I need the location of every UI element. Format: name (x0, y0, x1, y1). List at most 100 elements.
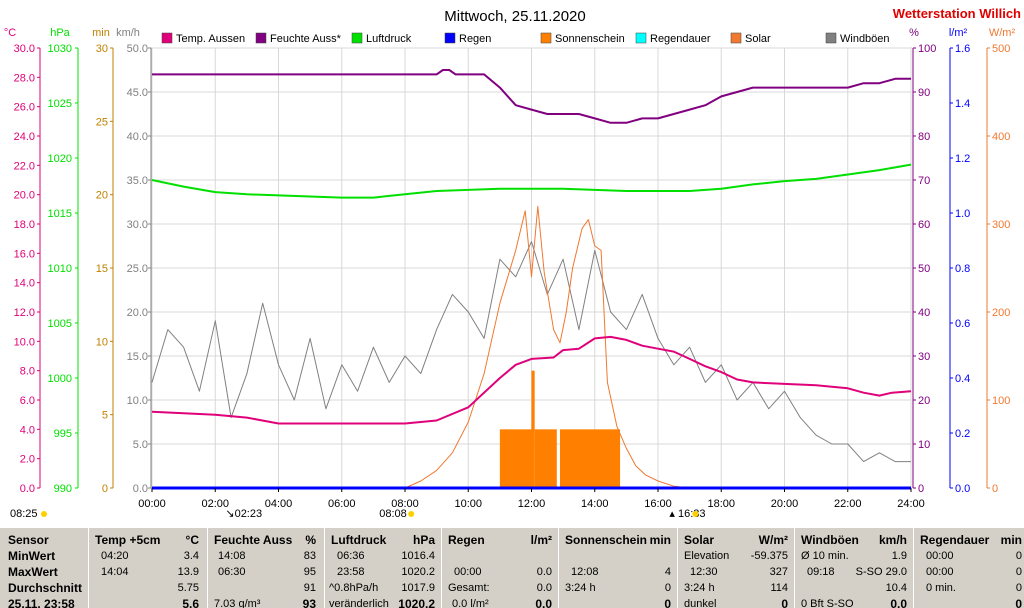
temp-avg: 5.75 (177, 582, 199, 594)
pressure-tick-label: 995 (54, 428, 72, 440)
pressure-axis-unit: hPa (50, 27, 70, 39)
gust-avg10: 1.9 (891, 550, 907, 562)
legend-label: Windböen (840, 33, 890, 45)
rain-tick-label: 0.6 (955, 318, 970, 330)
sun-moon-markers: 08:25 ↘02:23 08:08 ▴ 16:33 (10, 508, 706, 520)
wind-axis-unit: km/h (116, 27, 140, 39)
humidity-tick-label: 20 (918, 395, 930, 407)
legend-label: Regen (459, 33, 491, 45)
pressure-tick-label: 1010 (48, 263, 72, 275)
humidity-tick-label: 10 (918, 439, 930, 451)
legend-swatch (825, 32, 837, 44)
humidity-tick-label: 70 (918, 175, 930, 187)
wind-tick-label: 10.0 (127, 395, 148, 407)
minutes-tick-label: 0 (102, 483, 108, 495)
humidity-tick-label: 0 (918, 483, 924, 495)
sunshine-max: 4 (664, 566, 671, 578)
wind-tick-label: 0.0 (133, 483, 148, 495)
x-tick-label: 06:00 (328, 498, 356, 510)
temp-max-time: 14:04 (101, 566, 129, 578)
sunset-icon (692, 511, 699, 517)
solar-tick-label: 300 (992, 219, 1010, 231)
rain-tick-label: 0.8 (955, 263, 970, 275)
temp-min: 3.4 (183, 550, 199, 562)
rain-max-time: 00:00 (454, 566, 482, 578)
wind-tick-label: 15.0 (127, 351, 148, 363)
humidity-tick-label: 100 (918, 43, 936, 55)
pressure-tick-label: 1025 (48, 98, 72, 110)
legend-label: Temp. Aussen (176, 33, 245, 45)
solar-title: Solar (684, 533, 715, 547)
label-max: MaxWert (8, 565, 58, 579)
solar-avg: 114 (770, 582, 788, 594)
x-tick-label: 22:00 (834, 498, 862, 510)
x-tick-label: 12:00 (518, 498, 546, 510)
minutes-tick-label: 20 (96, 190, 108, 202)
pressure-tick-label: 1000 (48, 373, 72, 385)
humidity-tick-label: 50 (918, 263, 930, 275)
pressure-min: 1016.4 (401, 550, 435, 562)
left-axes: 30.0 28.0 26.0 24.0 22.0 20.0 18.0 16.0 14.0 12.0… (14, 43, 152, 495)
temp-tick-label: 22.0 (14, 160, 35, 172)
label-sensor: Sensor (8, 533, 49, 547)
minutes-tick-label: 10 (96, 336, 108, 348)
humidity-title: Feuchte Auss (214, 533, 293, 547)
solar-unit: W/m² (758, 533, 788, 547)
wind-tick-label: 45.0 (127, 87, 148, 99)
temp-max: 13.9 (177, 566, 199, 578)
minutes-tick-label: 30 (96, 43, 108, 55)
series-solar (404, 205, 690, 489)
table-col-pressure: Luftdruck hPa 06:36 1016.4 23:58 1020.2 ^0.… (325, 528, 441, 608)
wind-tick-label: 5.0 (133, 439, 148, 451)
table-row-labels: Sensor MinWert MaxWert Durchschnitt 25.1… (0, 528, 88, 608)
gust-max-time: 09:18 (807, 566, 835, 578)
gust-avg10-label: Ø 10 min. (801, 550, 849, 562)
table-col-solar: Solar W/m² Elevation -59.375 12:30 327 3:24… (678, 528, 794, 608)
rain-duration-min-time: 00:00 (926, 550, 954, 562)
rain-tick-label: 0.0 (955, 483, 970, 495)
minutes-axis-unit: min (92, 27, 110, 39)
humidity-abs: 7.03 g/m³ (214, 598, 261, 608)
legend-label: Luftdruck (366, 33, 412, 45)
temp-now: 5.6 (182, 597, 199, 608)
x-tick-label: 18:00 (707, 498, 735, 510)
rain-duration-unit: min (1000, 533, 1022, 547)
pressure-tick-label: 1020 (48, 153, 72, 165)
temp-tick-label: 30.0 (14, 43, 35, 55)
pressure-tick-label: 1005 (48, 318, 72, 330)
x-tick-label: 20:00 (771, 498, 799, 510)
temp-tick-label: 8.0 (20, 366, 35, 378)
temp-title: Temp +5cm (95, 533, 161, 547)
legend-swatch (161, 32, 173, 44)
rain-tick-label: 1.4 (955, 98, 970, 110)
solar-elevation-label: Elevation (684, 550, 730, 562)
temp-tick-label: 18.0 (14, 219, 35, 231)
temp-tick-label: 28.0 (14, 72, 35, 84)
temp-tick-label: 16.0 (14, 248, 35, 260)
legend-label: Solar (745, 33, 771, 45)
pressure-max-time: 23:58 (337, 566, 365, 578)
table-col-rain: Regen l/m² 00:00 0.0 Gesamt: 0.0 0.0 l/m² 0.… (442, 528, 558, 608)
humidity-tick-label: 60 (918, 219, 930, 231)
x-tick-label: 04:00 (265, 498, 293, 510)
x-tick-label: 02:00 (201, 498, 229, 510)
pressure-tendency: veränderlich (329, 598, 389, 608)
x-tick-label: 14:00 (581, 498, 609, 510)
gust-max: S-SO 29.0 (855, 566, 907, 578)
temp-unit: °C (185, 533, 199, 547)
chart-legend: Temp. Aussen Feuchte Auss* Luftdruck Regen S… (161, 32, 890, 45)
sunshine-max-time: 12:08 (571, 566, 599, 578)
gust-avg: 10.4 (885, 582, 907, 594)
wind-tick-label: 20.0 (127, 307, 148, 319)
solar-tick-label: 200 (992, 307, 1010, 319)
sunshine-bar (534, 429, 557, 488)
sunshine-bar (531, 370, 535, 488)
right-axes: 10090807060504030201001.61.41.21.00.80.6… (912, 43, 1010, 495)
legend-swatch (635, 32, 647, 44)
rain-tick-label: 1.2 (955, 153, 970, 165)
weather-chart: Mittwoch, 25.11.2020 Wetterstation Willi… (3, 6, 1022, 520)
label-avg: Durchschnitt (8, 581, 83, 595)
solar-tick-label: 500 (992, 43, 1010, 55)
solar-tick-label: 100 (992, 395, 1010, 407)
sunshine-bars (499, 370, 621, 488)
